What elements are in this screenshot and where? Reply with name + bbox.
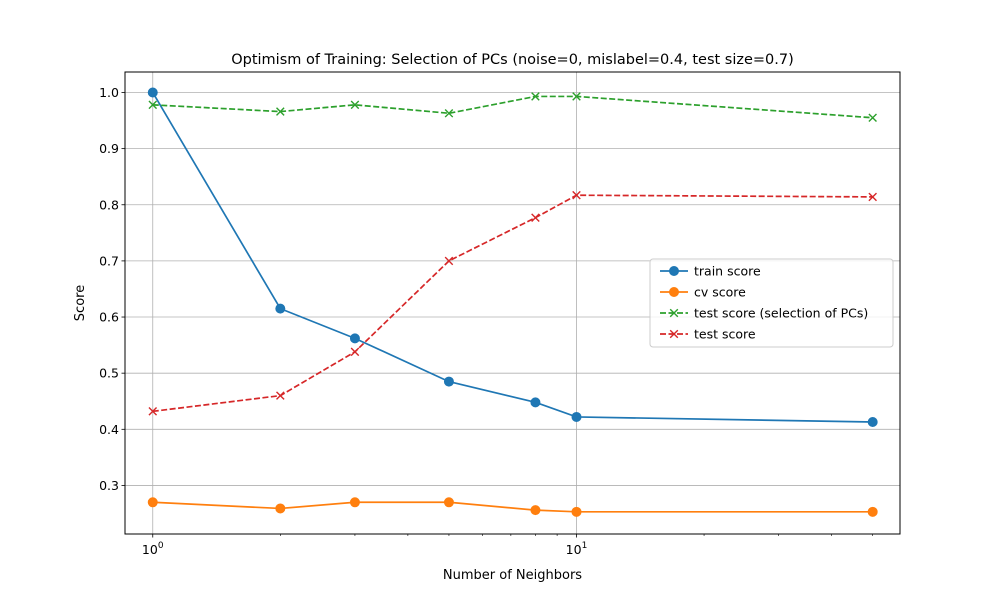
data-point xyxy=(350,100,360,110)
data-point xyxy=(349,497,360,508)
data-point xyxy=(572,190,581,200)
legend-label: test score (selection of PCs) xyxy=(694,306,868,321)
legend-entry: test score (selection of PCs) xyxy=(660,306,868,321)
series-1 xyxy=(147,497,878,517)
legend-entry: test score xyxy=(660,327,756,342)
y-tick-label: 0.7 xyxy=(99,253,119,268)
y-tick-label: 0.4 xyxy=(99,422,119,437)
data-point xyxy=(530,505,541,516)
y-tick-label: 0.8 xyxy=(99,197,119,212)
data-point xyxy=(867,417,878,428)
legend-marker xyxy=(669,287,679,297)
chart-title: Optimism of Training: Selection of PCs (… xyxy=(231,52,794,68)
legend-marker xyxy=(669,266,679,276)
data-point xyxy=(443,376,454,387)
data-point xyxy=(444,108,454,118)
y-tick-label: 1.0 xyxy=(99,85,119,100)
data-point xyxy=(867,506,878,517)
data-point xyxy=(349,333,360,344)
data-point xyxy=(530,397,541,408)
grid-lines xyxy=(125,72,900,534)
legend-box xyxy=(649,258,894,348)
series-2 xyxy=(148,92,877,123)
data-point xyxy=(276,107,285,116)
y-tick-label: 0.9 xyxy=(99,141,119,156)
data-point xyxy=(148,407,158,416)
data-point xyxy=(148,100,158,110)
data-point xyxy=(147,497,158,508)
legend-label: train score xyxy=(694,264,761,279)
series-0 xyxy=(147,87,878,428)
data-point xyxy=(571,411,582,422)
axes-frame xyxy=(124,71,901,535)
legend-label: cv score xyxy=(694,285,746,300)
data-point xyxy=(275,503,286,514)
data-point xyxy=(531,92,540,101)
data-point xyxy=(444,256,454,266)
data-point xyxy=(571,506,582,517)
legend-entry: cv score xyxy=(660,285,746,300)
x-tick-label: 100 xyxy=(142,541,164,557)
legend-label: test score xyxy=(694,327,756,342)
legend-marker xyxy=(669,329,679,339)
y-tick-label: 0.5 xyxy=(99,366,119,381)
x-axis-label: Number of Neighbors xyxy=(443,568,582,583)
data-point xyxy=(275,303,286,314)
data-point xyxy=(443,497,454,508)
data-point xyxy=(531,213,540,222)
series-3 xyxy=(148,190,877,416)
y-axis-label: Score xyxy=(73,285,88,321)
x-tick-label: 101 xyxy=(566,541,588,557)
data-point xyxy=(147,87,158,98)
data-point xyxy=(868,192,877,202)
legend-entry: train score xyxy=(660,264,761,279)
data-point xyxy=(350,347,360,357)
data-point xyxy=(868,113,877,123)
axis-ticks: 0.3 0.4 0.5 0.6 0.7 0.8 0.9 1.0 100 101 xyxy=(99,85,873,557)
series-layer xyxy=(147,87,878,517)
data-point xyxy=(276,391,285,400)
y-tick-label: 0.6 xyxy=(99,310,119,325)
y-tick-label: 0.3 xyxy=(99,478,119,493)
legend: train score cv score test score (selection… xyxy=(649,258,894,348)
legend-marker xyxy=(669,308,679,318)
data-point xyxy=(572,92,581,101)
